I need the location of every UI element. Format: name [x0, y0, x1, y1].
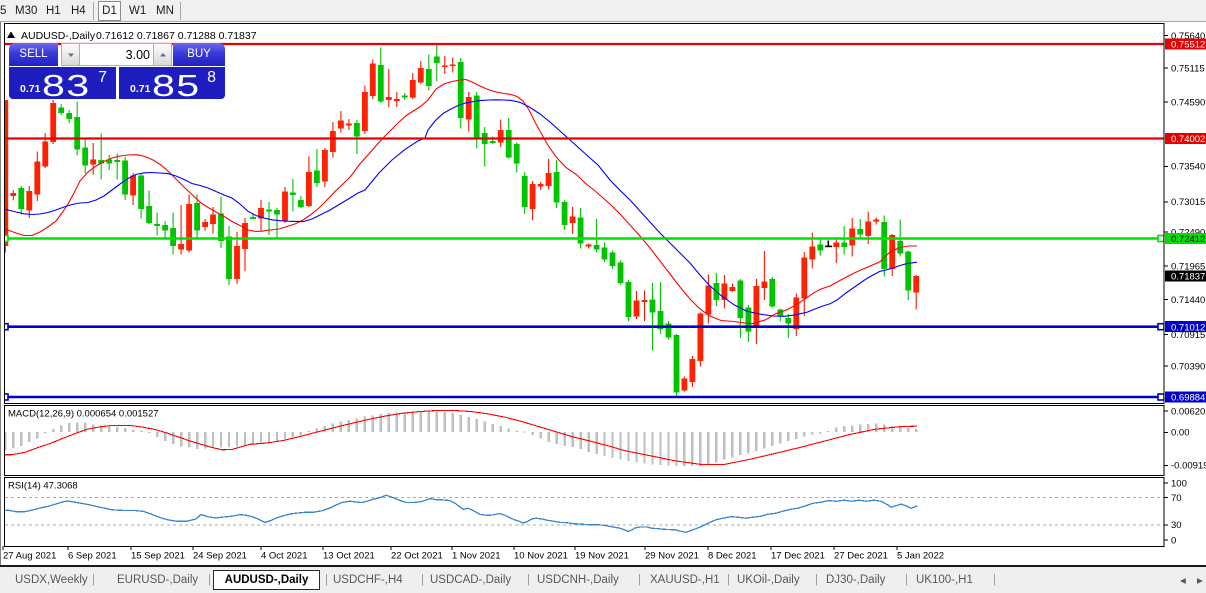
svg-text:0.72412: 0.72412	[1171, 234, 1205, 245]
svg-text:0.74002: 0.74002	[1171, 134, 1205, 145]
svg-text:0.75512: 0.75512	[1171, 40, 1205, 51]
svg-text:0.70390: 0.70390	[1171, 361, 1205, 372]
svg-text:10 Nov 2021: 10 Nov 2021	[514, 551, 568, 562]
svg-text:6 Sep 2021: 6 Sep 2021	[68, 551, 117, 562]
svg-text:8 Dec 2021: 8 Dec 2021	[708, 551, 757, 562]
svg-text:0.71837: 0.71837	[1171, 271, 1205, 282]
svg-text:19 Nov 2021: 19 Nov 2021	[575, 551, 629, 562]
svg-text:27 Dec 2021: 27 Dec 2021	[834, 551, 888, 562]
svg-text:0.72490: 0.72490	[1171, 227, 1205, 238]
svg-text:29 Nov 2021: 29 Nov 2021	[645, 551, 699, 562]
svg-text:30: 30	[1171, 520, 1182, 531]
svg-text:100: 100	[1171, 478, 1187, 489]
svg-text:0.70915: 0.70915	[1171, 330, 1205, 341]
svg-text:4 Oct 2021: 4 Oct 2021	[261, 551, 307, 562]
svg-text:AUDUSD-,Daily: AUDUSD-,Daily	[21, 30, 96, 42]
svg-text:0.73540: 0.73540	[1171, 162, 1205, 173]
svg-text:0.71440: 0.71440	[1171, 295, 1205, 306]
svg-text:24 Sep 2021: 24 Sep 2021	[193, 551, 247, 562]
svg-text:0.75640: 0.75640	[1171, 31, 1205, 42]
svg-text:5 Jan 2022: 5 Jan 2022	[897, 551, 944, 562]
svg-text:0.00: 0.00	[1171, 428, 1190, 439]
svg-text:0.006201: 0.006201	[1171, 406, 1206, 417]
svg-text:0.71965: 0.71965	[1171, 261, 1205, 272]
svg-text:0: 0	[1171, 535, 1176, 546]
svg-text:0.74590: 0.74590	[1171, 97, 1205, 108]
svg-text:17 Dec 2021: 17 Dec 2021	[771, 551, 825, 562]
svg-text:27 Aug 2021: 27 Aug 2021	[3, 551, 56, 562]
svg-text:70: 70	[1171, 493, 1182, 504]
svg-text:0.73015: 0.73015	[1171, 197, 1205, 208]
svg-text:0.71612 0.71867 0.71288 0.7183: 0.71612 0.71867 0.71288 0.71837	[96, 30, 257, 42]
svg-text:MACD(12,26,9) 0.000654 0.00152: MACD(12,26,9) 0.000654 0.001527	[8, 409, 159, 420]
svg-text:15 Sep 2021: 15 Sep 2021	[131, 551, 185, 562]
svg-text:0.71012: 0.71012	[1171, 322, 1205, 333]
svg-text:RSI(14) 47.3068: RSI(14) 47.3068	[8, 481, 78, 492]
svg-text:0.69884: 0.69884	[1171, 393, 1205, 404]
svg-text:0.75115: 0.75115	[1171, 63, 1205, 74]
svg-text:1 Nov 2021: 1 Nov 2021	[452, 551, 501, 562]
svg-text:-0.00919: -0.00919	[1171, 461, 1206, 472]
svg-text:13 Oct 2021: 13 Oct 2021	[323, 551, 375, 562]
svg-text:22 Oct 2021: 22 Oct 2021	[391, 551, 443, 562]
